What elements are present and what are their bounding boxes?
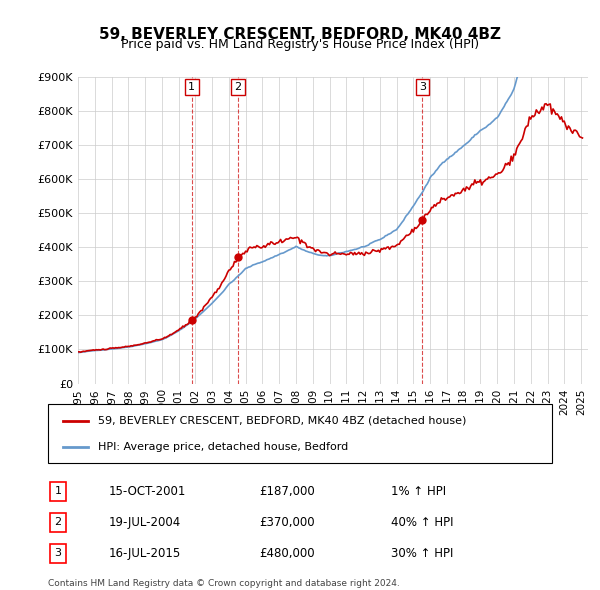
- Text: 30% ↑ HPI: 30% ↑ HPI: [391, 547, 453, 560]
- Text: £187,000: £187,000: [260, 484, 316, 497]
- Text: 2: 2: [55, 517, 62, 527]
- Text: Contains HM Land Registry data © Crown copyright and database right 2024.
This d: Contains HM Land Registry data © Crown c…: [48, 579, 400, 590]
- Text: 1: 1: [55, 486, 62, 496]
- Text: 59, BEVERLEY CRESCENT, BEDFORD, MK40 4BZ: 59, BEVERLEY CRESCENT, BEDFORD, MK40 4BZ: [99, 27, 501, 41]
- Text: 59, BEVERLEY CRESCENT, BEDFORD, MK40 4BZ (detached house): 59, BEVERLEY CRESCENT, BEDFORD, MK40 4BZ…: [98, 416, 467, 425]
- Text: HPI: Average price, detached house, Bedford: HPI: Average price, detached house, Bedf…: [98, 442, 349, 451]
- Text: 19-JUL-2004: 19-JUL-2004: [109, 516, 181, 529]
- Text: 16-JUL-2015: 16-JUL-2015: [109, 547, 181, 560]
- Text: 2: 2: [235, 82, 242, 92]
- Text: Price paid vs. HM Land Registry's House Price Index (HPI): Price paid vs. HM Land Registry's House …: [121, 38, 479, 51]
- Text: 1% ↑ HPI: 1% ↑ HPI: [391, 484, 446, 497]
- Text: £370,000: £370,000: [260, 516, 316, 529]
- Text: 40% ↑ HPI: 40% ↑ HPI: [391, 516, 453, 529]
- Text: 3: 3: [55, 548, 62, 558]
- Text: 1: 1: [188, 82, 196, 92]
- FancyBboxPatch shape: [48, 404, 552, 463]
- Text: 3: 3: [419, 82, 426, 92]
- Text: 15-OCT-2001: 15-OCT-2001: [109, 484, 186, 497]
- Text: £480,000: £480,000: [260, 547, 316, 560]
